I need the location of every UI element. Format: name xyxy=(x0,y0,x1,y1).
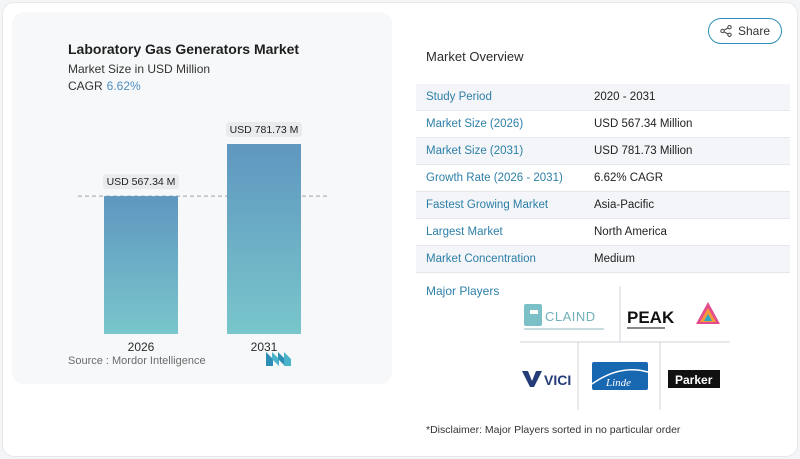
disclaimer: *Disclaimer: Major Players sorted in no … xyxy=(426,424,681,436)
share-label: Share xyxy=(737,24,771,38)
cagr-label: CAGR xyxy=(68,79,103,93)
overview-row: Market Size (2031) USD 781.73 Million xyxy=(416,138,790,165)
share-icon xyxy=(720,25,732,37)
data-label: USD 567.34 M xyxy=(107,176,176,188)
overview-value: 6.62% CAGR xyxy=(594,172,664,184)
overview-key: Growth Rate (2026 - 2031) xyxy=(426,172,563,184)
overview-row: Fastest Growing Market Asia-Pacific xyxy=(416,192,790,219)
data-label-bg xyxy=(226,122,302,137)
linde-logo-text: Linde xyxy=(605,377,631,389)
overview-value: USD 567.34 Million xyxy=(594,118,693,130)
overview-title: Market Overview xyxy=(426,49,524,64)
data-label: USD 781.73 M xyxy=(230,124,299,136)
x-tick-label: 2026 xyxy=(128,340,155,354)
chart-title: Laboratory Gas Generators Market xyxy=(68,41,300,57)
source-note: Source : Mordor Intelligence xyxy=(68,355,206,367)
parker-logo-text: Parker xyxy=(675,373,713,387)
overview-key: Study Period xyxy=(426,91,492,103)
major-players-grid: CLAIND PEAK VICI Linde Parker xyxy=(520,286,730,410)
overview-value: Asia-Pacific xyxy=(594,199,655,211)
claind-logo: CLAIND xyxy=(524,304,604,330)
peak-logo: PEAK xyxy=(627,302,720,329)
overview-row: Largest Market North America xyxy=(416,219,790,246)
overview-key: Market Size (2026) xyxy=(426,118,524,130)
overview-value: USD 781.73 Million xyxy=(594,145,693,157)
overview-key: Fastest Growing Market xyxy=(426,199,549,211)
claind-logo-text: CLAIND xyxy=(545,309,596,324)
bar-chart: USD 567.34 M 2026 USD 781.73 M 2031 xyxy=(78,122,328,354)
parker-logo: Parker xyxy=(668,370,720,388)
mordor-logo-icon xyxy=(266,352,291,366)
chart-card xyxy=(12,12,392,384)
vici-logo: VICI xyxy=(522,371,571,388)
x-tick-label: 2031 xyxy=(251,340,278,354)
overview-value: Medium xyxy=(594,253,635,265)
linde-logo: Linde xyxy=(591,362,649,390)
chart-subtitle: Market Size in USD Million xyxy=(68,62,211,76)
bar-2026 xyxy=(104,196,178,334)
overview-key: Largest Market xyxy=(426,226,503,238)
overview-row: Study Period 2020 - 2031 xyxy=(416,84,790,111)
players-title: Major Players xyxy=(426,284,500,298)
overview-table: Study Period 2020 - 2031 Market Size (202… xyxy=(416,84,790,273)
overview-row: Market Concentration Medium xyxy=(416,246,790,273)
overview-key: Market Concentration xyxy=(426,253,536,265)
vici-logo-text: VICI xyxy=(544,372,571,388)
peak-logo-text: PEAK xyxy=(627,308,675,327)
overview-row: Market Size (2026) USD 567.34 Million xyxy=(416,111,790,138)
cagr-value: 6.62% xyxy=(106,79,141,93)
data-label-bg xyxy=(103,174,179,190)
bar-2031 xyxy=(227,144,301,334)
overview-key: Market Size (2031) xyxy=(426,145,524,157)
overview-value: 2020 - 2031 xyxy=(594,91,656,103)
overview-row: Growth Rate (2026 - 2031) 6.62% CAGR xyxy=(416,165,790,192)
overview-value: North America xyxy=(594,226,667,238)
cagr: CAGR 6.62% xyxy=(68,79,141,93)
share-button[interactable]: Share xyxy=(708,18,782,44)
